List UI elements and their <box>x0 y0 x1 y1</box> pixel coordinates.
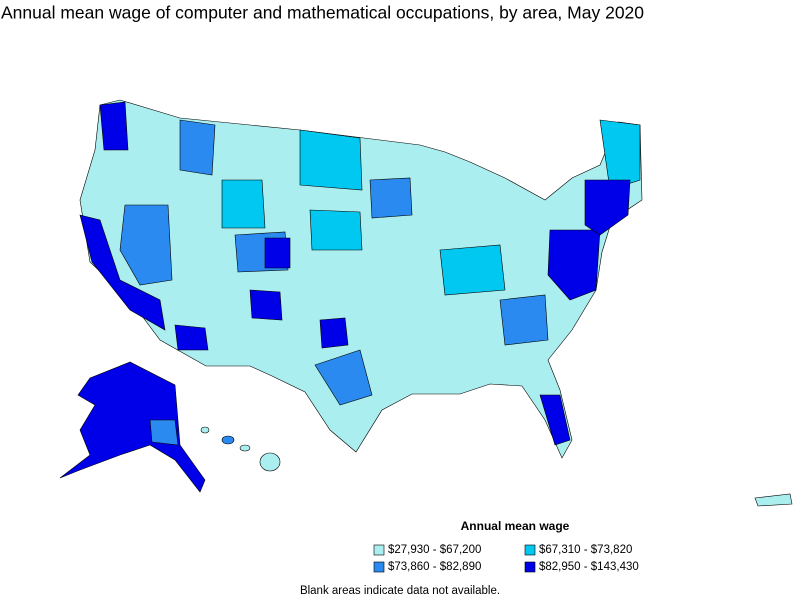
area-patch <box>249 289 283 321</box>
area-patch <box>299 129 363 191</box>
hawaii <box>221 435 235 445</box>
legend-label: $82,950 - $143,430 <box>539 561 639 573</box>
legend-label: $27,930 - $67,200 <box>388 544 481 556</box>
area-patch <box>174 324 209 351</box>
legend-label: $73,860 - $82,890 <box>388 561 481 573</box>
map <box>59 99 793 507</box>
area-patch <box>599 119 641 191</box>
area-patch <box>149 419 179 446</box>
legend-swatch <box>524 544 536 556</box>
legend-swatch <box>524 561 536 573</box>
area-patch <box>79 214 166 331</box>
hawaii <box>239 444 251 452</box>
puerto-rico <box>754 493 793 507</box>
legend-title: Annual mean wage <box>461 519 570 533</box>
footnote: Blank areas indicate data not available. <box>300 585 500 597</box>
area-patch <box>264 237 291 269</box>
area-patch <box>539 394 571 446</box>
area-patch <box>119 204 173 286</box>
area-patch <box>499 294 549 346</box>
area-patch <box>99 101 129 151</box>
contiguous-us <box>79 99 643 459</box>
area-patch <box>547 229 601 301</box>
area-patch <box>319 317 349 349</box>
area-patch <box>314 349 373 406</box>
alaska <box>59 361 206 493</box>
area-patch <box>584 179 631 236</box>
legend-label: $67,310 - $73,820 <box>539 544 632 556</box>
legend: $27,930 - $67,200 $67,310 - $73,820 $73,86… <box>373 544 639 573</box>
area-patch <box>439 244 506 296</box>
area-patch <box>309 209 363 251</box>
hawaii <box>200 426 210 434</box>
area-patch <box>369 177 413 219</box>
area-patch <box>221 179 266 229</box>
legend-swatch <box>373 561 385 573</box>
area-patch <box>179 119 216 176</box>
hawaii <box>259 452 281 472</box>
map-title: Annual mean wage of computer and mathema… <box>1 3 644 23</box>
legend-swatch <box>373 544 385 556</box>
